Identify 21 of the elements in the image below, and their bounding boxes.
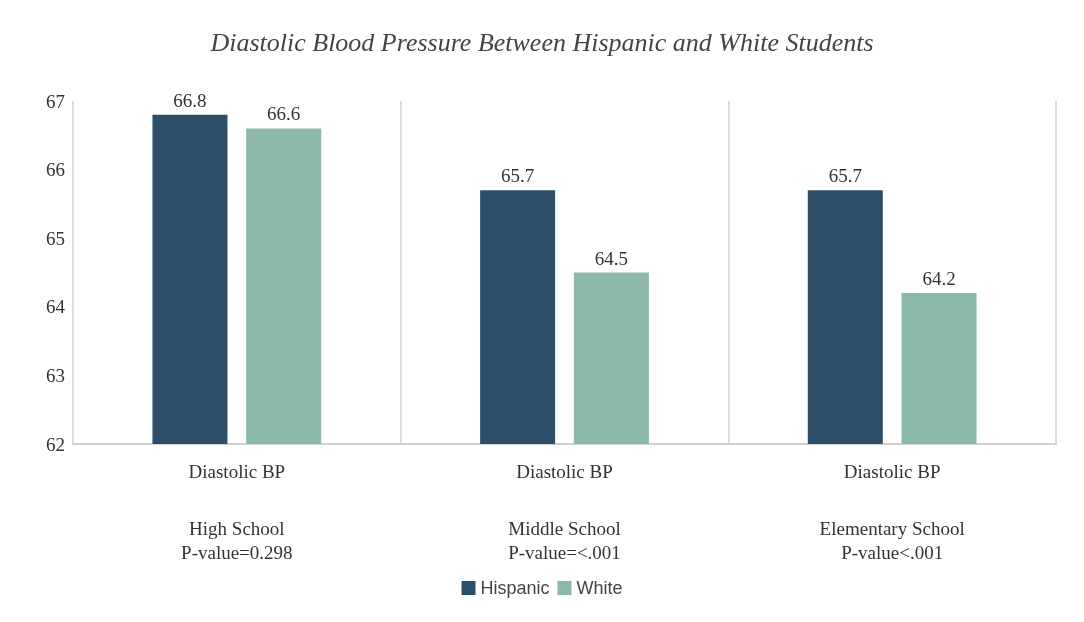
- text: Middle School P-value=<.001: [508, 517, 621, 563]
- data-label: 65.7: [501, 165, 535, 187]
- text: High School P-value=0.298: [181, 517, 293, 563]
- y-tick-label: 66: [46, 159, 65, 181]
- data-label: 64.5: [594, 247, 628, 269]
- x-tick-label: Diastolic BP: [843, 461, 941, 482]
- x-tick-label: Diastolic BP: [516, 461, 613, 482]
- text: Elementary School P-value<.001: [819, 517, 965, 563]
- data-label: 65.7: [828, 165, 862, 187]
- y-tick-label: 64: [46, 296, 66, 318]
- y-tick-label: 65: [46, 227, 65, 249]
- y-tick-label: 67: [46, 90, 65, 112]
- legend-label: White: [576, 578, 623, 598]
- data-label: 66.8: [173, 89, 207, 111]
- data-label: 64.2: [922, 268, 956, 290]
- chart-title: Diastolic Blood Pressure Between Hispanic and White Students: [209, 27, 874, 57]
- legend-label: Hispanic: [480, 578, 550, 598]
- x-tick-label: Diastolic BP: [188, 461, 286, 482]
- data-label: 66.6: [267, 103, 301, 125]
- y-tick-label: 62: [46, 433, 65, 455]
- y-tick-label: 63: [46, 364, 65, 386]
